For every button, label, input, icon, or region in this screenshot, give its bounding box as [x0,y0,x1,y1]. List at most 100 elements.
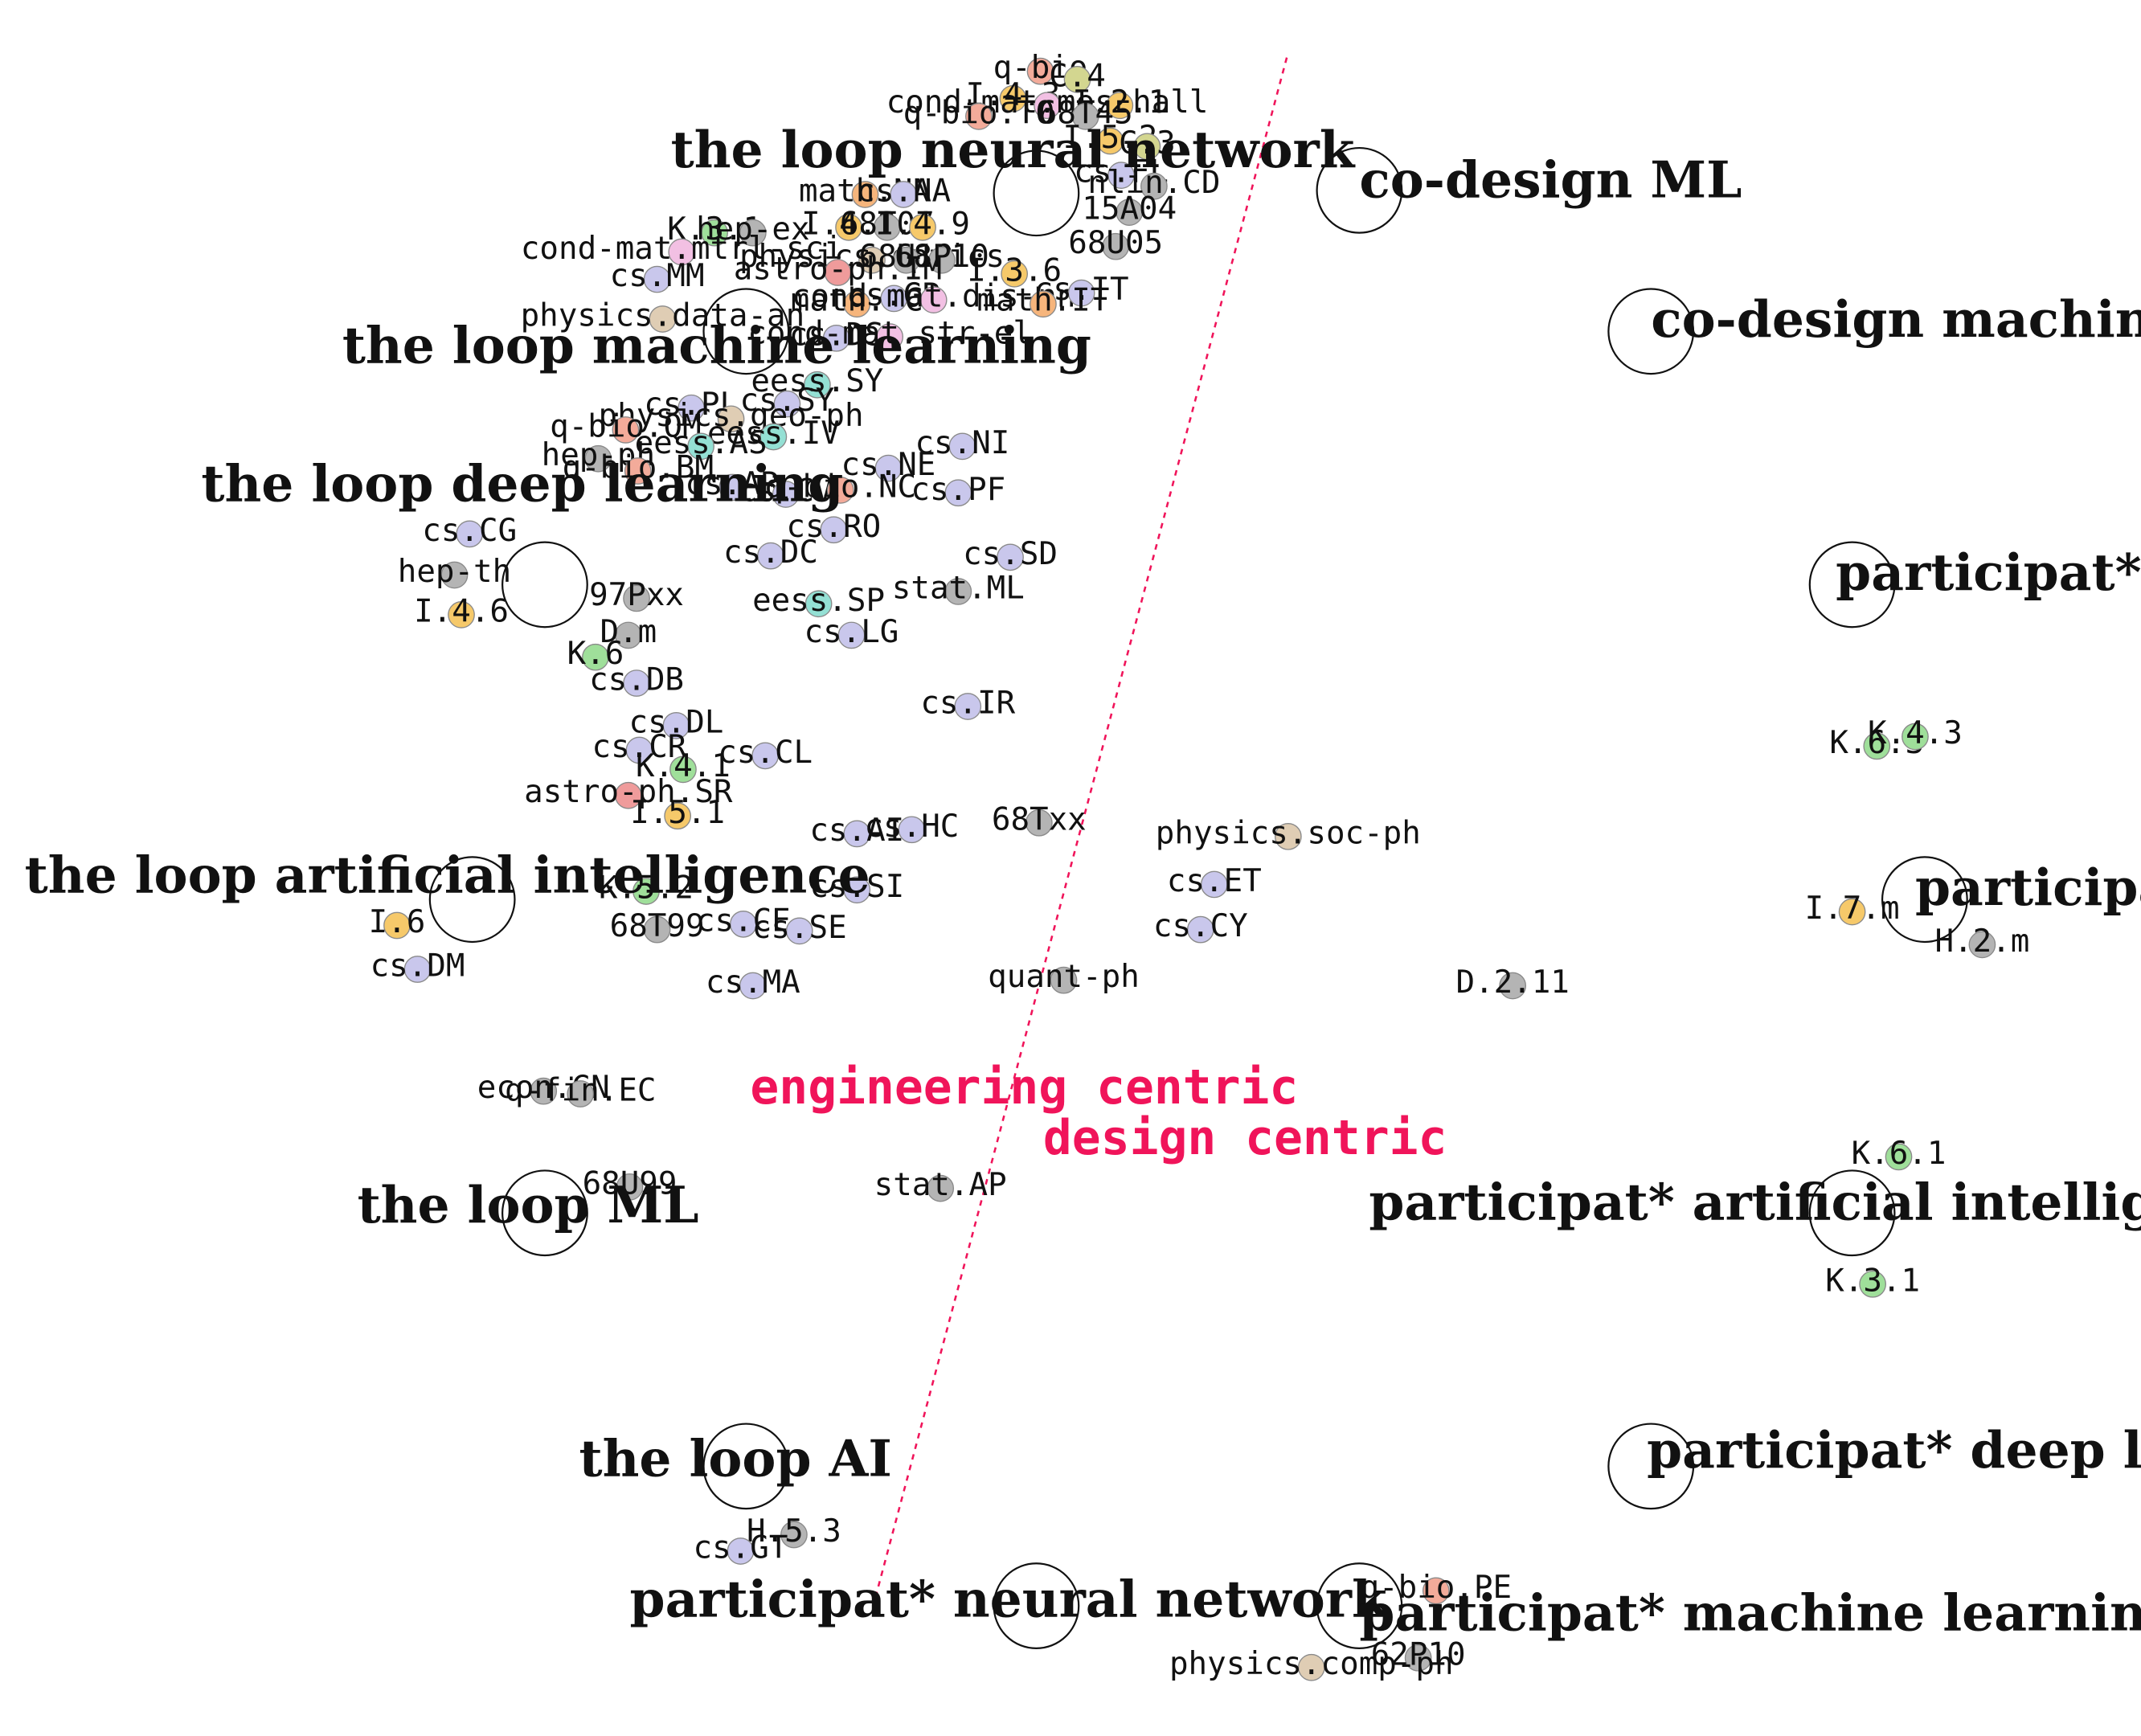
query-label-the-loop-neural-network: the loop neural network [671,120,1356,179]
category-dot-68t99 [643,915,671,944]
category-point-68u99: 68U99 [583,1165,678,1202]
category-dot-q-bio-qm [612,416,640,444]
query-circle-participat-deep-learning [1607,1423,1695,1510]
query-label-co-design-machine-learning: co-design machine learning [1651,289,2141,349]
category-dot-cs-cy [1186,915,1214,944]
category-point-i-5-1: I.5.1 [630,795,725,831]
category-point-q-bio-pe: q-bio.PE [1360,1570,1512,1606]
category-label-cs-sy: cs.SY [739,383,834,419]
query-circle-co-design-machine-learning [1607,288,1695,375]
query-circle-participat-ml [1881,856,1968,944]
query-labels-layer: the loop neural network the loop machine … [25,120,2141,1643]
category-dot-i-2-1 [1106,92,1134,120]
category-label-stat-ml: stat.ML [892,570,1025,606]
category-label-k-5-2: K.5.2 [599,870,694,906]
category-label-physics-soc-ph: physics.soc-ph [1156,815,1421,851]
category-dot-quant-ph [1050,966,1078,994]
category-dot-68p10 [928,246,956,274]
category-point-quant-ph: quant-ph [988,959,1140,995]
category-point-astro-ph-im: astro-ph.IM [734,252,942,288]
category-dot-cs-db [623,669,650,697]
category-label-stat-ap: stat.AP [874,1167,1007,1203]
category-point-cond-mat-str-el: cond-mat.str-el [747,316,1032,352]
category-label-68p10: 68P10 [894,239,989,275]
category-dot-h-2-m [1968,931,1996,959]
category-point-eess-iv: eess.IV [707,416,840,452]
category-dot-q-bio-nc [826,477,854,504]
category-label-i-4-6: I.4.6 [414,593,509,629]
query-circle-the-loop-ai [702,1423,790,1510]
category-label-eess-iv: eess.IV [707,416,840,452]
category-label-cs-dc: cs.DC [723,534,818,571]
category-dot-eess-sp [804,590,833,618]
category-point-cs-ni: cs.NI [915,425,1009,461]
category-point-cs-gr: cs.GR [846,277,941,313]
category-point-cs-na: cs.NA [856,173,951,209]
category-point-q-bio-nc: q-bio.NC [765,469,917,505]
query-circle-the-loop-artificial-intelligence [428,856,516,944]
category-point-cs-hc: cs.HC [864,809,959,845]
query-circle-participat-artificial-intelligence [1808,1169,1896,1257]
category-point-cond-mat-dis-nn: cond-mat.dis-nn [792,279,1076,315]
query-label-participat-ml: participat* ML [1915,858,2141,917]
category-point-cs-pl: cs.PL [644,387,739,423]
category-point-cs-sy: cs.SY [739,383,834,419]
category-label-62p10: 62P10 [1371,1636,1466,1673]
category-point-astro-ph-sr: astro-ph.SR [524,774,733,810]
category-point-cs-ir: cs.IR [920,686,1015,722]
category-point-cs-pf: cs.PF [911,472,1005,508]
category-dot-cs-gt [727,1537,755,1565]
category-point-k-3-1: K.3.1 [1825,1263,1920,1299]
category-label-15a04: 15A04 [1082,191,1177,227]
category-dot-eess-as [687,432,714,461]
category-dot-97pxx [623,584,650,612]
category-point-cond-mat-mtrl-sci: cond-mat.mtrl-sci [521,231,843,267]
category-dot-physics-soc-ph [1274,822,1302,850]
category-dot-cs-ma [739,972,767,1000]
category-label-cs-et: cs.ET [1167,863,1262,899]
category-dot-68txx [1025,809,1053,837]
category-label-cs-sd: cs.SD [963,536,1058,572]
category-label-cs-hc: cs.HC [864,809,959,845]
category-dot-cs-si [843,876,871,904]
category-dot-68t45 [1071,103,1099,130]
category-dot-cs-ni [948,432,976,461]
category-point-cs-et: cs.ET [1167,863,1262,899]
category-dot-stat-ap [927,1174,955,1202]
category-dot-i-4-3 [999,84,1027,113]
category-label-k-4-3: K.4.3 [1868,715,1963,751]
category-label-d-2-11: D.2.11 [1455,964,1569,1001]
category-point-i-3-6: I.3.6 [967,252,1062,289]
category-point-68txx: 68Txx [992,801,1087,837]
category-label-cond-mat-str-el: cond-mat.str-el [747,316,1032,352]
category-point-d-m: D.m [600,614,657,650]
category-label-cs-ce: cs.CE [696,903,791,939]
category-dot-c-4 [1063,66,1091,93]
category-dot-cs-cv [772,481,800,508]
category-dot-i-7-m [1838,898,1866,926]
category-dot-cs-ds [822,324,850,352]
query-circle-the-loop-deep-learning [501,541,588,628]
category-label-cs-ne: cs.NE [841,447,936,483]
category-dot-hep-th [440,561,469,589]
category-dot-q-bio-pe [1422,1577,1450,1605]
category-label-cs-cy: cs.CY [1153,908,1248,944]
category-point-cond-mat-mes-hall: cond-mat.mes-hall [886,84,1209,121]
category-dot-physics-optics [858,246,886,274]
category-label-h-5-3: H.5.3 [747,1513,841,1550]
category-point-physics-optics: physics.optics [739,239,1005,275]
category-point-physics-comp-ph: physics.comp-ph [1169,1646,1454,1682]
category-dot-d-2-11 [1499,972,1527,1000]
category-label-cs-cv: cs.CV [739,473,833,510]
category-label-q-bio-qm: q-bio.QM [550,408,702,444]
category-point-i-4-6: I.4.6 [414,593,509,629]
category-point-cs-ma: cs.MA [706,964,800,1001]
category-label-cond-mat-mes-hall: cond-mat.mes-hall [886,84,1209,121]
category-label-97pxx: 97Pxx [589,577,684,613]
category-label-hep-th: hep-th [398,554,511,590]
category-dot-k-3-1 [1859,1270,1887,1298]
category-point-cs-ar: cs.AR [685,466,780,502]
category-point-c-3: C.3 [1119,125,1176,162]
category-point-cs-ne: cs.NE [841,447,936,483]
